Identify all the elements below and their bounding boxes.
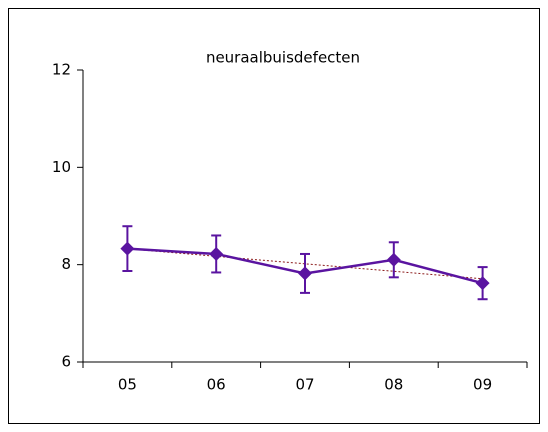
marker [386, 252, 401, 267]
x-tick-label: 05 [118, 376, 137, 394]
x-tick-label: 07 [295, 376, 314, 394]
y-tick-label: 6 [61, 353, 71, 371]
marker [475, 276, 490, 291]
marker [209, 246, 224, 261]
chart-title: neuraalbuisdefecten [206, 49, 360, 67]
x-tick-label: 09 [473, 376, 492, 394]
trend-line [127, 248, 483, 280]
marker [298, 266, 312, 281]
marker [120, 241, 135, 256]
y-tick-label: 8 [61, 255, 71, 273]
chart-border [8, 8, 540, 424]
x-tick-label: 06 [207, 376, 226, 394]
y-tick-label: 10 [52, 158, 71, 176]
x-tick-label: 08 [384, 376, 403, 394]
y-tick-label: 12 [52, 61, 71, 79]
